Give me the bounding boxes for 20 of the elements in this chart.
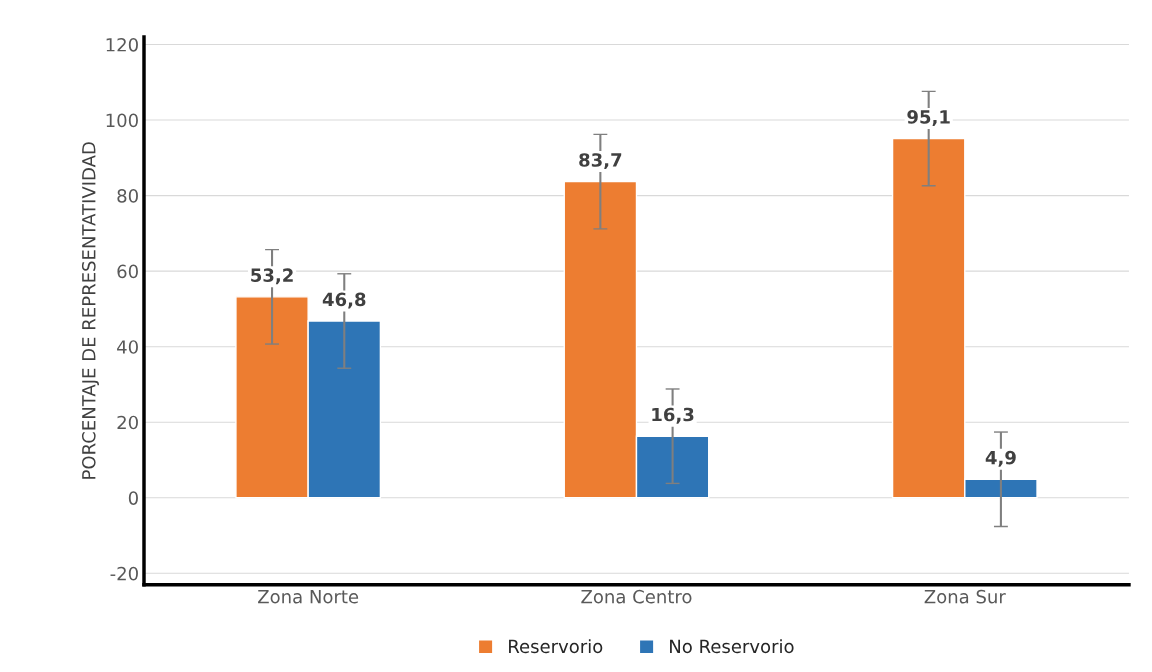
y-axis-title: PORCENTAJE DE REPRESENTATIVIDAD xyxy=(81,142,99,479)
data-label: 53,2 xyxy=(251,268,293,285)
legend-label: Reservorio xyxy=(509,639,603,654)
legend-label: No Reservorio xyxy=(670,639,794,654)
y-tick-label: -20 xyxy=(110,566,138,581)
data-label: 16,3 xyxy=(652,407,694,424)
y-tick-label: 100 xyxy=(106,113,138,128)
data-label: 4,9 xyxy=(985,450,1016,467)
data-label: 95,1 xyxy=(907,110,950,127)
y-tick-label: 40 xyxy=(117,340,138,354)
x-tick-label: Zona Centro xyxy=(581,589,692,604)
x-tick-label: Zona Sur xyxy=(924,589,1006,604)
y-tick-label: 20 xyxy=(117,415,138,430)
x-tick-label: Zona Norte xyxy=(258,590,359,604)
data-label: 83,7 xyxy=(579,153,622,170)
y-tick-label: 120 xyxy=(106,37,138,52)
y-tick-label: 60 xyxy=(117,264,138,279)
data-label: 46,8 xyxy=(322,292,366,309)
y-tick-label: 80 xyxy=(117,189,138,203)
y-tick-label: 0 xyxy=(128,491,138,505)
